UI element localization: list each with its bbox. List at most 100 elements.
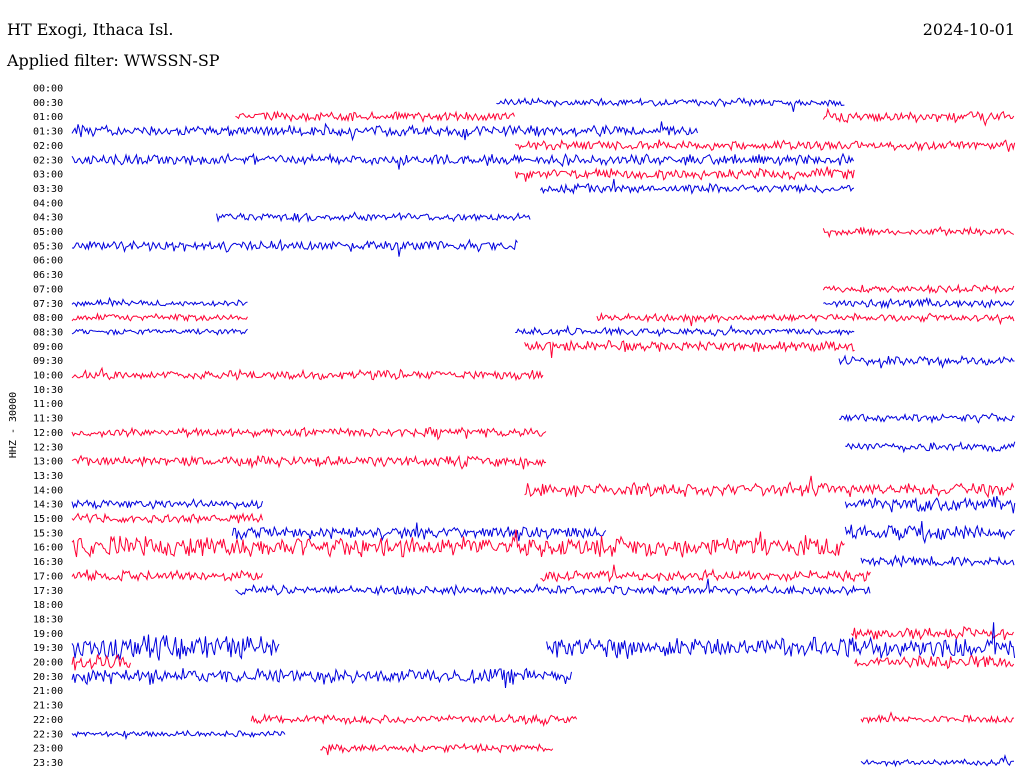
- tick-label: 02:00: [33, 141, 63, 152]
- trace-segment: [851, 625, 1014, 641]
- tick-label: 21:00: [33, 686, 63, 697]
- trace-segment: [71, 729, 286, 741]
- tick-label: 13:00: [33, 457, 63, 468]
- trace-segment: [524, 339, 855, 358]
- tick-label: 01:00: [33, 112, 63, 123]
- time-tick-labels: 00:00 00:30 01:00 01:30 02:00 02:30 03:00 03:30…: [33, 84, 63, 769]
- trace-segment: [822, 283, 1015, 295]
- trace-segment: [71, 454, 547, 470]
- trace-segment: [235, 578, 871, 597]
- tick-label: 22:30: [33, 729, 63, 740]
- tick-label: 04:00: [33, 198, 63, 209]
- tick-label: 01:30: [33, 127, 63, 138]
- trace-segment: [71, 654, 131, 671]
- tick-label: 03:00: [33, 170, 63, 181]
- tick-label: 14:00: [33, 485, 63, 496]
- trace-segment: [546, 622, 1016, 659]
- trace-segment: [71, 366, 544, 382]
- trace-segment: [822, 107, 1015, 127]
- tick-label: 16:00: [33, 543, 63, 554]
- trace-segment: [71, 238, 518, 257]
- tick-label: 00:00: [33, 84, 63, 95]
- trace-segment: [514, 139, 1016, 152]
- trace-segment: [71, 634, 280, 661]
- trace-segment: [496, 96, 845, 112]
- tick-label: 20:30: [33, 672, 63, 683]
- tick-label: 18:30: [33, 614, 63, 625]
- trace-segment: [823, 296, 1015, 310]
- tick-label: 08:00: [33, 313, 63, 324]
- date-label: 2024-10-01: [923, 20, 1015, 39]
- trace-segment: [250, 713, 578, 728]
- trace-segment: [838, 412, 1015, 424]
- trace-segment: [71, 121, 698, 142]
- trace-segment: [71, 426, 547, 441]
- trace-segment: [515, 324, 855, 338]
- y-axis-label: HHZ - 30000: [8, 392, 19, 458]
- trace-segment: [540, 564, 871, 583]
- tick-label: 17:00: [33, 571, 63, 582]
- trace-segment: [320, 742, 554, 756]
- trace-segment: [524, 475, 1015, 499]
- tick-label: 23:30: [33, 758, 63, 769]
- tick-label: 10:30: [33, 385, 63, 396]
- trace-segment: [860, 711, 1015, 725]
- trace-segment: [235, 110, 515, 124]
- trace-segment: [854, 654, 1015, 670]
- tick-label: 07:30: [33, 299, 63, 310]
- tick-label: 00:30: [33, 98, 63, 109]
- tick-label: 14:30: [33, 500, 63, 511]
- trace-segment: [71, 497, 263, 511]
- tick-label: 21:30: [33, 701, 63, 712]
- tick-label: 03:30: [33, 184, 63, 195]
- tick-label: 23:00: [33, 744, 63, 755]
- filter-label: Applied filter: WWSSN-SP: [6, 51, 220, 70]
- tick-label: 13:30: [33, 471, 63, 482]
- tick-label: 19:00: [33, 629, 63, 640]
- tick-label: 06:30: [33, 270, 63, 281]
- tick-label: 11:00: [33, 399, 63, 410]
- tick-label: 11:30: [33, 414, 63, 425]
- trace-segment: [844, 521, 1015, 545]
- trace-segment: [845, 441, 1016, 454]
- tick-label: 02:30: [33, 155, 63, 166]
- trace-segment: [71, 152, 854, 170]
- trace-segment: [844, 495, 1016, 514]
- tick-label: 12:30: [33, 442, 63, 453]
- trace-segment: [71, 296, 248, 308]
- tick-label: 09:30: [33, 356, 63, 367]
- station-title: HT Exogi, Ithaca Isl.: [7, 20, 174, 39]
- tick-label: 20:00: [33, 658, 63, 669]
- tick-label: 09:00: [33, 342, 63, 353]
- tick-label: 05:30: [33, 241, 63, 252]
- tick-label: 16:30: [33, 557, 63, 568]
- trace-segment: [838, 354, 1015, 369]
- tick-label: 18:00: [33, 600, 63, 611]
- trace-segment: [822, 225, 1015, 239]
- trace-segment: [71, 529, 845, 558]
- tick-label: 05:00: [33, 227, 63, 238]
- tick-label: 17:30: [33, 586, 63, 597]
- tick-label: 08:30: [33, 327, 63, 338]
- tick-label: 06:00: [33, 256, 63, 267]
- trace-segment: [860, 754, 1014, 768]
- trace-segment: [71, 312, 248, 323]
- trace-segment: [231, 522, 607, 542]
- tick-label: 12:00: [33, 428, 63, 439]
- trace-segment: [514, 166, 855, 182]
- trace-segment: [71, 667, 572, 688]
- tick-label: 07:00: [33, 284, 63, 295]
- trace-segment: [216, 211, 531, 224]
- tick-label: 19:30: [33, 643, 63, 654]
- tick-label: 04:30: [33, 213, 63, 224]
- trace-segment: [539, 178, 855, 195]
- trace-segment: [860, 554, 1015, 568]
- tick-label: 15:00: [33, 514, 63, 525]
- trace-segment: [596, 311, 1015, 327]
- seismic-traces: [71, 96, 1016, 768]
- trace-segment: [71, 327, 248, 336]
- tick-label: 22:00: [33, 715, 63, 726]
- trace-segment: [71, 569, 263, 583]
- trace-segment: [71, 512, 263, 525]
